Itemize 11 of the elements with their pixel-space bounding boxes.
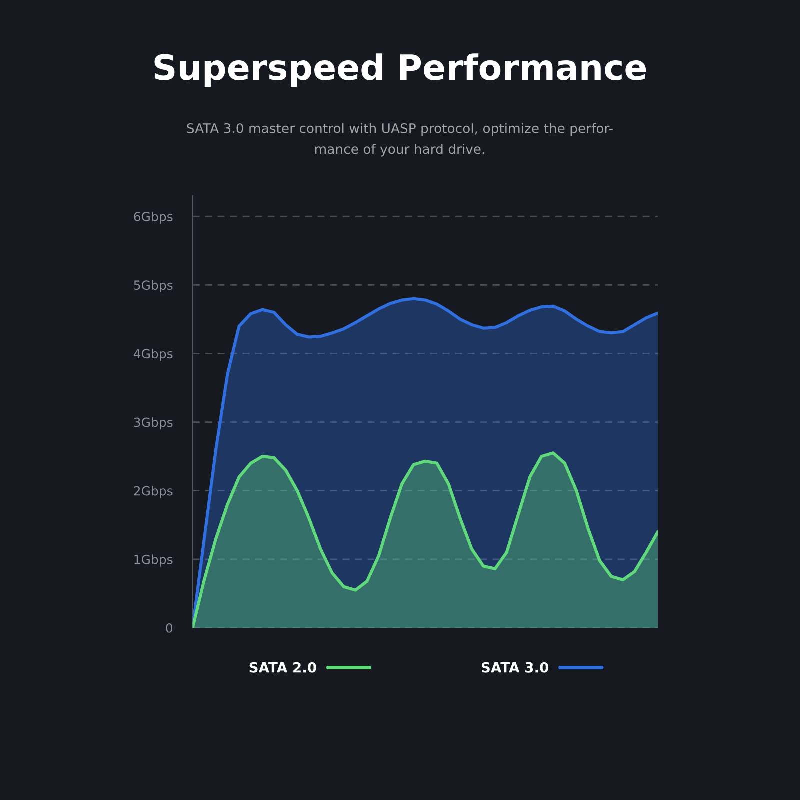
y-tick-label: 2Gbps [134,486,173,498]
y-tick-label: 5Gbps [134,280,173,292]
chart-title: Superspeed Performance [154,54,646,88]
y-tick-label: 6Gbps [134,212,173,224]
y-tick-label: 4Gbps [134,348,173,362]
legend-label: SATA 2.0 [250,662,316,673]
y-tick-label: 1Gbps [134,554,173,567]
chart-subtitle: SATA 3.0 master control with UASP protocol, optimize the perfor- mance of your hard drive. [187,123,613,157]
y-tick-label: 3Gbps [134,418,173,430]
legend-label: SATA 3.0 [482,662,549,673]
y-tick-label: 0 [166,623,173,633]
